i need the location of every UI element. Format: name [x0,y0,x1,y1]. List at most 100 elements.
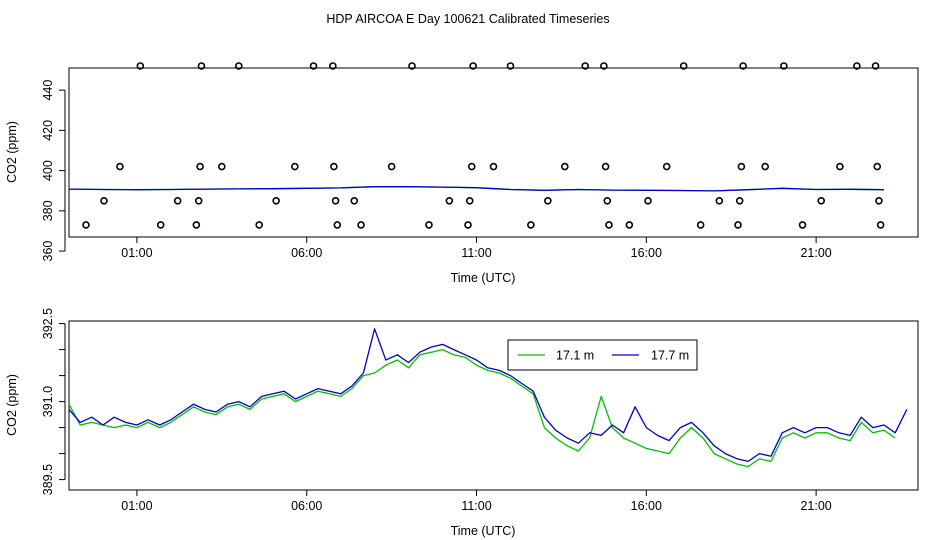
y-tick-label: 380 [41,200,55,221]
calibration-point [544,196,552,205]
calibration-point [625,221,634,229]
y-tick-label: 440 [41,80,55,101]
series-lines [68,186,885,192]
series-line-17-1-m [68,348,896,468]
calibration-point [489,162,498,171]
calibration-point [817,196,826,205]
x-axis-label: Time (UTC) [451,524,516,538]
calibrated-timeseries-panel: 01:00 06:00 11:00 16:00 21:00 360 380 400 420 44… [5,62,919,285]
calibration-point [715,196,724,205]
calibration-point [798,221,807,229]
calibration-point [291,162,299,171]
calibration-point [662,162,671,171]
x-tick-label: 06:00 [291,246,322,260]
x-tick-label: 21:00 [800,246,831,260]
series-line-2 [68,186,885,192]
calibration-point [464,221,472,229]
calibration-point [467,162,476,171]
calibration-point [875,196,883,205]
calibration-point [331,196,340,205]
calibration-point [445,196,454,205]
calibration-point [425,221,433,229]
calibration-point [836,162,844,171]
y-tick-label: 400 [41,160,55,181]
calibration-point [136,62,145,70]
calibration-point [561,162,569,171]
co2-height-comparison-panel: 01:00 06:00 11:00 16:00 21:00 389.5 391.0 392.… [5,308,919,538]
x-axis: 01:00 06:00 11:00 16:00 21:00 [121,236,832,260]
calibration-point [357,221,365,229]
calibration-point [506,62,515,70]
series-line-17-7-m [68,328,908,463]
calibration-point [735,196,744,205]
calibration-point [605,221,613,229]
calibration-point [581,62,589,70]
legend-label-17-7-m: 17.7 m [651,349,689,363]
calibration-point [696,221,705,229]
calibration-point [333,221,342,229]
calibration-point [469,62,477,70]
calibration-point [197,62,206,70]
y-axis-label: CO2 (ppm) [5,374,19,436]
calibration-point [679,62,688,70]
calibration-point [873,162,882,171]
x-axis: 01:00 06:00 11:00 16:00 21:00 [121,489,832,513]
calibration-point [871,62,880,70]
calibration-point [329,62,337,70]
calibration-point [853,62,861,70]
y-axis: 360 380 400 420 440 [41,80,66,262]
calibration-point [734,221,742,229]
calibration-point [218,162,226,171]
calibration-point [600,62,608,70]
y-axis-label: CO2 (ppm) [5,121,19,183]
y-tick-label: 392.5 [41,308,55,339]
calibration-point [780,62,788,70]
calibration-point [116,162,124,171]
calibration-point [156,221,165,229]
x-tick-label: 06:00 [291,499,322,513]
y-tick-label: 420 [41,120,55,141]
calibration-point [192,221,201,229]
series-lines [68,328,908,468]
calibration-point [601,162,610,171]
calibration-points [82,62,885,229]
y-tick-label: 389.5 [41,464,55,495]
calibration-point [876,221,885,229]
calibration-point [100,196,108,205]
x-tick-label: 11:00 [461,499,491,513]
y-axis: 389.5 391.0 392.5 [41,308,66,495]
legend-label-17-1-m: 17.1 m [556,349,594,363]
calibration-point [603,196,612,205]
x-tick-label: 16:00 [631,246,662,260]
x-tick-label: 21:00 [800,499,831,513]
plot-frame [68,67,919,238]
calibration-point [196,162,204,171]
y-tick-label: 360 [41,241,55,262]
x-axis-label: Time (UTC) [451,271,516,285]
calibration-point [387,162,396,171]
x-tick-label: 16:00 [631,499,662,513]
legend: 17.1 m 17.7 m [507,339,698,371]
calibration-point [330,162,338,171]
calibration-point [82,221,90,229]
calibration-point [272,196,280,205]
calibration-point [465,196,474,205]
calibration-point [235,62,243,70]
y-tick-label: 391.0 [41,386,55,417]
calibration-point [173,196,182,205]
calibration-point [737,162,746,171]
calibration-point [644,196,652,205]
x-tick-label: 01:00 [121,499,152,513]
x-tick-label: 01:00 [121,246,152,260]
calibration-point [255,221,263,229]
calibration-point [408,62,416,70]
calibration-point [194,196,203,205]
x-tick-label: 11:00 [461,246,491,260]
figure-title: HDP AIRCOA E Day 100621 Calibrated Times… [326,12,609,26]
calibration-point [761,162,769,171]
calibration-point [350,196,359,205]
calibration-point [739,62,747,70]
calibration-point [309,62,318,70]
calibration-point [527,221,535,229]
